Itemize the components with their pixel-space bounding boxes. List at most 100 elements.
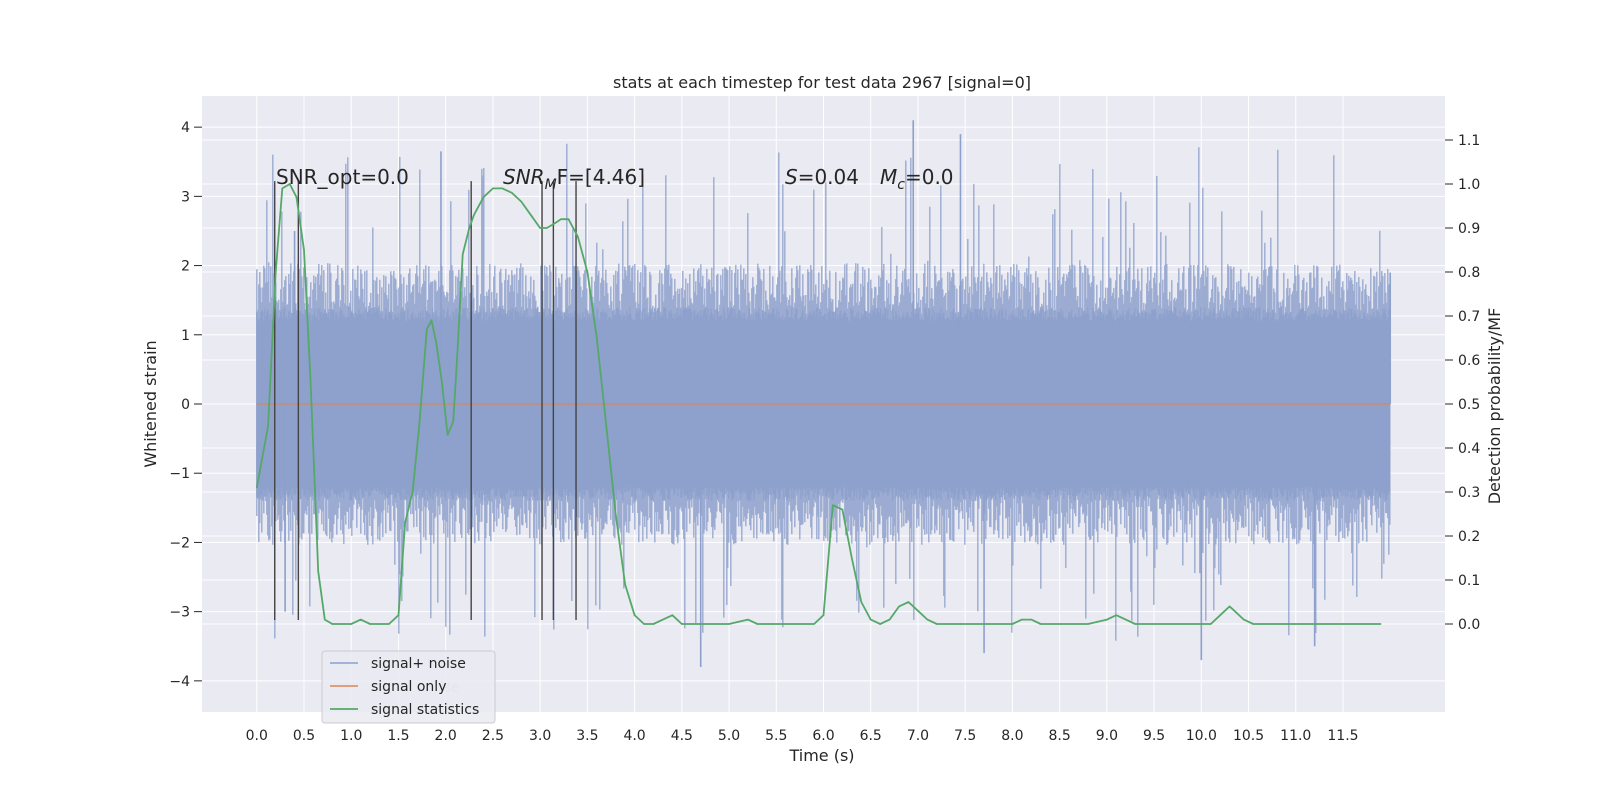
signal-statistics-point xyxy=(1087,623,1089,625)
signal-statistics-point xyxy=(1115,614,1117,616)
signal-statistics-point xyxy=(586,271,589,273)
y2-tick-label: 0.9 xyxy=(1458,221,1480,237)
x-tick-label: 3.5 xyxy=(576,728,598,744)
signal-statistics-point xyxy=(1219,614,1221,616)
signal-statistics-point xyxy=(662,619,664,621)
y2-tick-label: 0.7 xyxy=(1458,309,1480,325)
y-tick-label: 4 xyxy=(181,120,190,136)
signal-statistics-point xyxy=(605,425,607,427)
x-tick-label: 5.5 xyxy=(765,728,787,744)
signal-statistics-point xyxy=(794,623,796,625)
signal-statistics-point xyxy=(1229,605,1231,608)
x-tick-label: 4.5 xyxy=(671,728,693,744)
signal-statistics-point xyxy=(775,623,777,625)
signal-statistics-point xyxy=(560,218,562,220)
y2-tick-label: 0.8 xyxy=(1458,265,1480,281)
y-tick-label: 3 xyxy=(181,189,190,205)
signal-statistics-point xyxy=(530,214,532,216)
signal-statistics-point xyxy=(1266,623,1268,625)
signal-statistics-point xyxy=(303,249,305,251)
signal-statistics-point xyxy=(917,610,919,612)
y2-tick-label: 1.0 xyxy=(1458,177,1480,193)
signal-statistics-point xyxy=(709,623,711,625)
signal-statistics-point xyxy=(851,557,853,559)
signal-statistics-point xyxy=(926,619,929,621)
x-tick-label: 10.0 xyxy=(1186,728,1217,744)
signal-statistics-point xyxy=(1134,623,1136,625)
signal-statistics-point xyxy=(426,328,428,330)
x-tick-label: 2.0 xyxy=(435,728,457,744)
signal-statistics-point xyxy=(879,623,881,625)
legend-label-noise: signal+ noise xyxy=(371,656,466,672)
signal-statistics-point xyxy=(281,187,283,189)
annotation-s-value: S=0.04 xyxy=(785,165,859,189)
signal-statistics-point xyxy=(441,381,443,383)
signal-statistics-point xyxy=(1040,623,1042,625)
legend-label-statistics: signal statistics xyxy=(371,702,479,718)
x-tick-label: 9.0 xyxy=(1096,728,1118,744)
signal-statistics-point xyxy=(1351,623,1353,625)
x-tick-label: 8.5 xyxy=(1048,728,1070,744)
x-tick-label: 4.0 xyxy=(623,728,645,744)
y2-tick-label: 1.1 xyxy=(1458,133,1480,149)
signal-statistics-point xyxy=(728,623,730,625)
legend-label-signal-only: signal only xyxy=(371,679,446,695)
signal-statistics-point xyxy=(1233,610,1235,612)
x-tick-label: 5.0 xyxy=(718,728,740,744)
signal-statistics-point xyxy=(1068,623,1070,625)
signal-statistics-point xyxy=(341,623,343,625)
signal-statistics-point xyxy=(1125,619,1127,621)
y-tick-label: −2 xyxy=(169,535,190,551)
x-axis-label: Time (s) xyxy=(788,746,854,765)
signal-statistics-point xyxy=(1323,623,1325,625)
x-tick-label: 1.5 xyxy=(387,728,409,744)
signal-statistics-point xyxy=(756,623,759,625)
y2-tick-label: 0.5 xyxy=(1458,397,1480,413)
signal-statistics-point xyxy=(447,434,449,436)
annotation-mc-value: Mc=0.0 xyxy=(880,165,954,193)
signal-statistics-point xyxy=(860,601,862,603)
signal-statistics-point xyxy=(456,359,458,361)
signal-statistics-point xyxy=(1172,623,1174,625)
signal-statistics-point xyxy=(992,623,995,625)
annotation-mc-sub: c xyxy=(897,177,905,193)
signal-statistics-point xyxy=(832,504,834,506)
signal-statistics-point xyxy=(404,522,406,524)
annotation-snr-opt: SNR_opt=0.0 xyxy=(276,165,409,189)
y-tick-label: −1 xyxy=(169,466,190,482)
x-tick-label: 9.5 xyxy=(1143,728,1165,744)
annotation-s-base: S xyxy=(785,165,798,189)
y2-axis-ticks: 0.0 0.1 0.2 0.3 0.4 0.5 0.6 0.7 0.8 0.9 1.0 1.1 xyxy=(1445,133,1480,633)
annotation-snr-mf: SNRMF=[4.46] xyxy=(503,165,645,193)
x-axis-ticks: 0.0 0.5 1.0 1.5 2.0 2.5 3.0 3.5 4.0 4.5 5.0 5.5 6.0 6… xyxy=(246,728,1359,744)
signal-statistics-point xyxy=(452,421,454,423)
y2-tick-label: 0.1 xyxy=(1458,573,1480,589)
signal-statistics-point xyxy=(974,623,976,625)
x-tick-label: 7.0 xyxy=(907,728,929,744)
signal-statistics-point xyxy=(841,509,844,511)
signal-statistics-point xyxy=(652,623,655,625)
signal-statistics-point xyxy=(397,614,400,616)
x-tick-label: 0.5 xyxy=(293,728,315,744)
signal-statistics-point xyxy=(955,623,957,625)
signal-statistics-point xyxy=(462,253,464,255)
y2-axis-label: Detection probability/MF xyxy=(1485,308,1504,505)
signal-statistics-point xyxy=(813,623,815,625)
x-tick-label: 8.0 xyxy=(1001,728,1023,744)
signal-statistics-point xyxy=(331,623,333,625)
signal-statistics-point xyxy=(907,601,910,603)
signal-statistics-point xyxy=(889,619,891,621)
signal-statistics-point xyxy=(501,187,503,189)
noise-envelope-core xyxy=(256,307,1391,501)
signal-statistics-point xyxy=(289,183,291,185)
chart-title: stats at each timestep for test data 296… xyxy=(613,73,1031,92)
y2-tick-label: 0.4 xyxy=(1458,441,1480,457)
signal-statistics-point xyxy=(379,623,381,625)
signal-statistics-point xyxy=(473,214,475,216)
signal-statistics-point xyxy=(430,319,433,321)
signal-statistics-point xyxy=(369,623,371,625)
signal-statistics-point xyxy=(1049,623,1051,625)
signal-statistics-point xyxy=(634,614,636,616)
signal-statistics-point xyxy=(1011,623,1014,625)
